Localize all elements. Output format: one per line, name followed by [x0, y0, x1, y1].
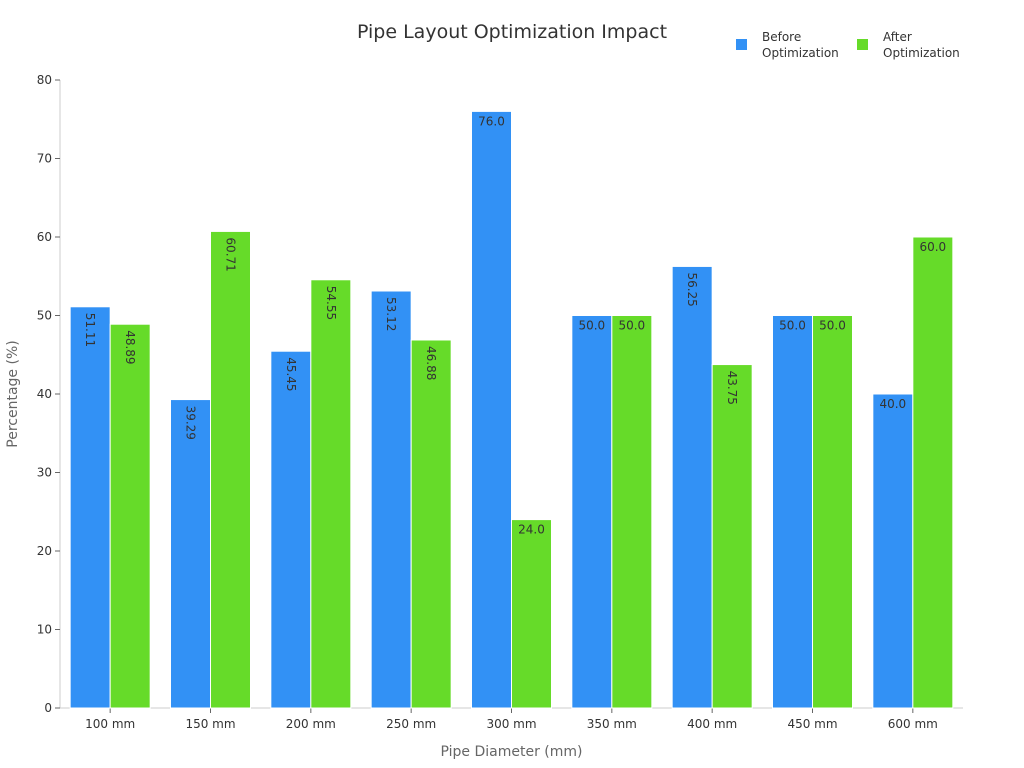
data-label: 24.0 — [518, 523, 545, 537]
legend-label-before-1: Before — [762, 30, 802, 44]
bar-after — [511, 519, 552, 709]
bar-before — [170, 399, 211, 709]
bar-before — [270, 350, 312, 709]
data-label: 60.71 — [224, 237, 238, 271]
x-tick-label: 250 mm — [386, 717, 436, 731]
data-label: 50.0 — [779, 319, 806, 333]
bar-before — [471, 110, 512, 709]
x-tick-label: 400 mm — [687, 717, 737, 731]
data-label: 39.29 — [184, 406, 198, 440]
x-tick-label: 450 mm — [787, 717, 837, 731]
y-tick-label: 80 — [37, 73, 52, 87]
legend-label-after-2: Optimization — [883, 46, 960, 60]
bar-before — [370, 290, 412, 709]
bar-after — [310, 279, 352, 709]
y-tick-label: 50 — [37, 309, 52, 323]
x-tick-label: 300 mm — [486, 717, 536, 731]
x-tick-label: 100 mm — [85, 717, 135, 731]
x-tick-label: 200 mm — [286, 717, 336, 731]
data-label: 40.0 — [879, 397, 906, 411]
y-tick-label: 60 — [37, 230, 52, 244]
data-label: 76.0 — [478, 114, 505, 128]
legend-label-after-1: After — [883, 30, 912, 44]
y-tick-label: 0 — [44, 701, 52, 715]
y-tick-label: 10 — [37, 623, 52, 637]
y-tick-label: 20 — [37, 544, 52, 558]
legend-item-before: Before Optimization — [736, 29, 839, 61]
data-label: 53.12 — [384, 297, 398, 331]
x-axis-title: Pipe Diameter (mm) — [441, 744, 583, 760]
bar-after — [109, 323, 151, 709]
legend-item-after: After Optimization — [857, 29, 960, 61]
bar-before — [69, 306, 111, 709]
bar-before — [772, 315, 813, 709]
data-label: 45.45 — [284, 357, 298, 391]
bar-after — [611, 315, 653, 709]
x-tick-label: 150 mm — [185, 717, 235, 731]
x-tick-label: 600 mm — [888, 717, 938, 731]
data-label: 48.89 — [123, 330, 137, 364]
data-label: 50.0 — [618, 319, 645, 333]
legend-label-before-2: Optimization — [762, 46, 839, 60]
legend-swatch-after — [857, 39, 868, 50]
x-tick-label: 350 mm — [587, 717, 637, 731]
bar-after — [912, 236, 954, 709]
data-label: 50.0 — [819, 319, 846, 333]
bar-before — [671, 265, 713, 709]
y-tick-label: 70 — [37, 152, 52, 166]
y-axis-title: Percentage (%) — [5, 340, 21, 447]
data-label: 60.0 — [919, 240, 946, 254]
bar-after — [210, 230, 251, 709]
y-tick-label: 30 — [37, 466, 52, 480]
y-tick-label: 40 — [37, 387, 52, 401]
data-label: 54.55 — [324, 286, 338, 320]
bar-before — [872, 393, 914, 709]
data-label: 50.0 — [578, 319, 605, 333]
bar-before — [571, 315, 613, 709]
data-label: 51.11 — [83, 313, 97, 347]
bar-after — [812, 315, 853, 709]
legend-swatch-before — [736, 39, 747, 50]
data-label: 56.25 — [685, 272, 699, 306]
bar-after — [410, 339, 452, 709]
bar-after — [711, 364, 753, 709]
data-label: 46.88 — [424, 346, 438, 380]
chart-title: Pipe Layout Optimization Impact — [356, 21, 668, 43]
data-label: 43.75 — [725, 371, 739, 405]
